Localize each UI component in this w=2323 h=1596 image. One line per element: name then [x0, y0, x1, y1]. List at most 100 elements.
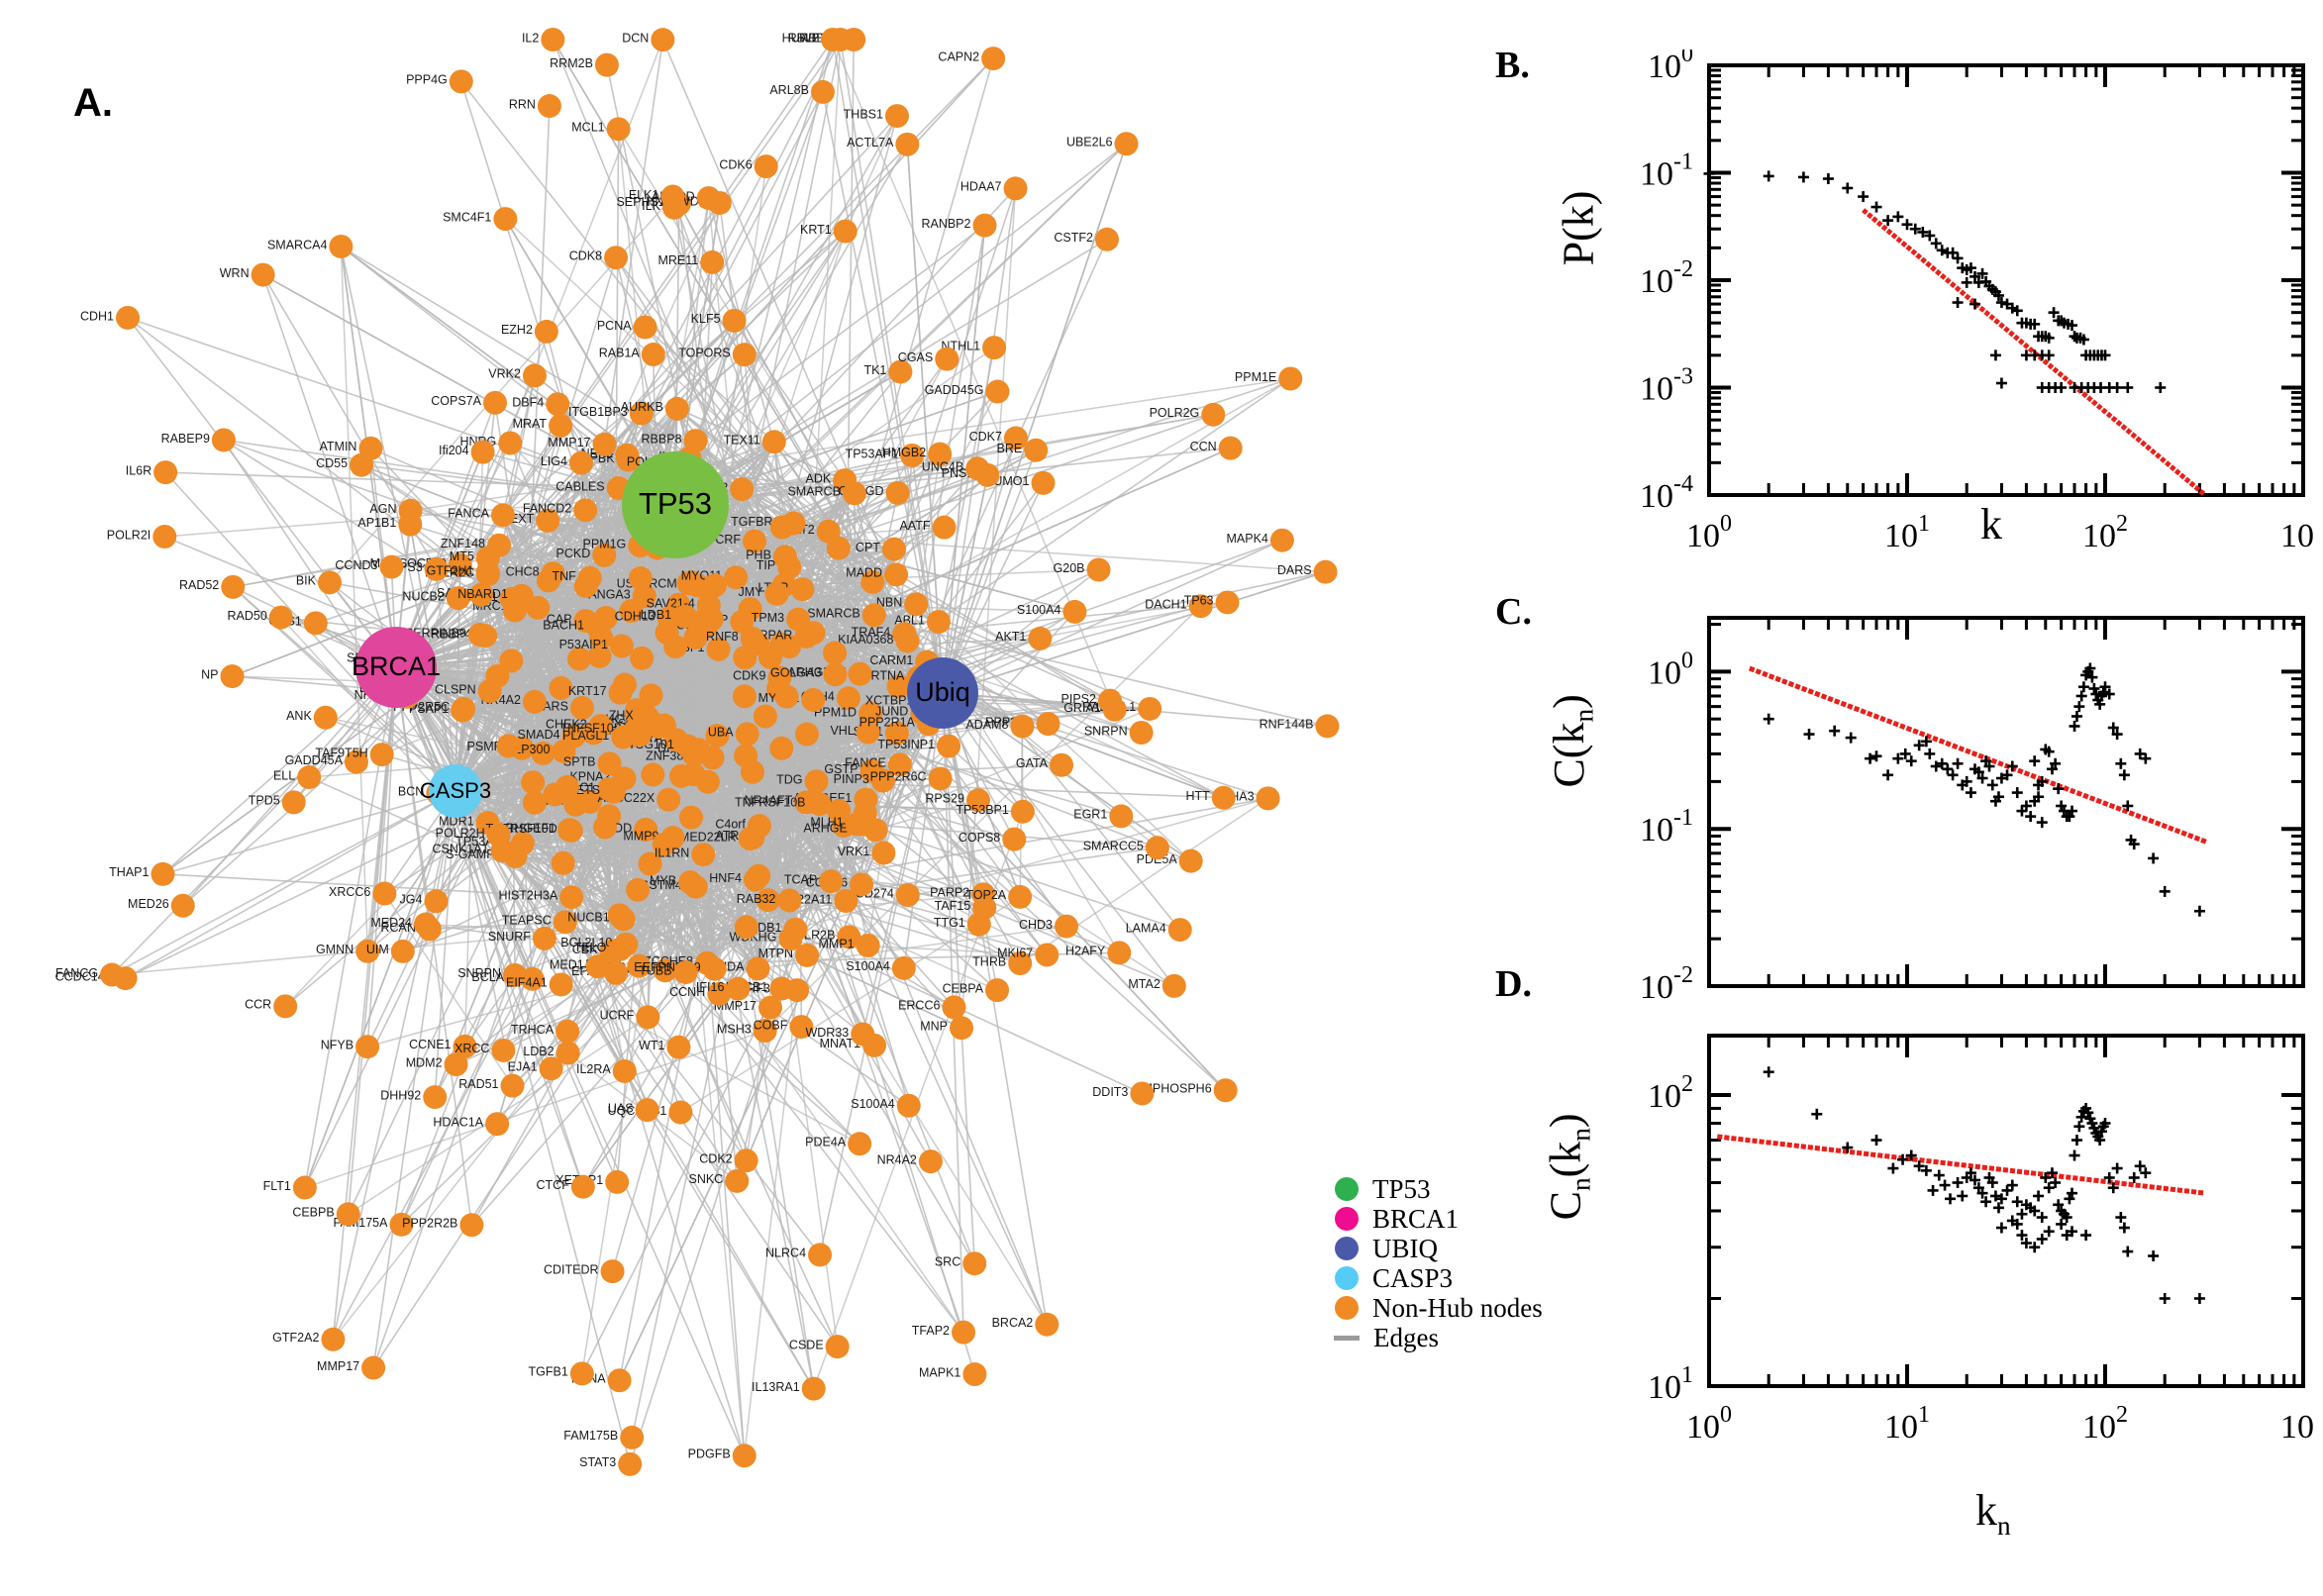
node-circle[interactable] [678, 870, 703, 895]
network-node[interactable]: RNF8 [706, 626, 764, 650]
network-node[interactable]: AKT1 [995, 626, 1053, 650]
node-circle[interactable] [626, 877, 651, 902]
node-circle[interactable] [469, 582, 494, 607]
node-circle[interactable] [833, 219, 858, 244]
network-node[interactable]: AGN [369, 498, 423, 523]
network-node[interactable] [563, 792, 588, 817]
node-circle[interactable] [1028, 626, 1053, 650]
node-circle[interactable] [424, 556, 449, 581]
node-circle[interactable] [546, 392, 570, 417]
node-circle[interactable] [653, 958, 677, 983]
node-circle[interactable] [585, 615, 610, 640]
node-circle[interactable] [486, 823, 511, 848]
node-circle[interactable] [1178, 848, 1203, 873]
node-circle[interactable] [1313, 559, 1338, 584]
node-circle[interactable] [1054, 914, 1078, 939]
network-node[interactable]: IL13RA1 [752, 1376, 826, 1401]
node-circle[interactable] [539, 1056, 563, 1081]
network-node[interactable] [678, 570, 703, 595]
network-node[interactable]: DCN [622, 28, 675, 52]
node-circle[interactable] [568, 450, 593, 475]
node-circle[interactable] [753, 704, 777, 729]
network-node[interactable]: TAF9T5H [315, 743, 394, 767]
node-circle[interactable] [652, 832, 676, 856]
network-node[interactable]: DARS [1277, 559, 1338, 584]
network-node[interactable]: PPM1D [814, 701, 883, 726]
network-node[interactable]: UNC4B [922, 456, 990, 481]
network-node[interactable] [549, 676, 573, 701]
network-node[interactable]: BRE [997, 438, 1049, 462]
node-circle[interactable] [981, 47, 1006, 71]
network-node[interactable]: PPP2R2B [402, 1213, 484, 1238]
network-node[interactable]: ADAM8 [965, 714, 1035, 739]
network-node[interactable]: SMAD4 [518, 724, 586, 748]
node-circle[interactable] [329, 234, 354, 258]
network-node[interactable]: ATR [715, 825, 765, 849]
node-circle[interactable] [700, 249, 725, 274]
network-node[interactable] [522, 790, 547, 815]
node-circle[interactable] [639, 683, 663, 708]
network-node[interactable]: RBBP8 [642, 429, 708, 453]
network-node[interactable] [626, 877, 651, 902]
network-node[interactable]: HDAC1A [433, 1112, 510, 1137]
network-node[interactable] [638, 851, 662, 876]
network-node[interactable]: FANCG [55, 962, 125, 987]
network-node[interactable]: ITGB1BP3 [568, 401, 654, 426]
network-node[interactable]: MRAT [513, 413, 573, 438]
node-circle[interactable] [551, 850, 575, 875]
node-circle[interactable] [273, 994, 298, 1019]
node-circle[interactable] [600, 1259, 625, 1284]
network-node[interactable] [619, 599, 644, 624]
node-circle[interactable] [1035, 943, 1060, 967]
network-node[interactable]: FANCE [845, 752, 912, 777]
node-circle[interactable] [743, 529, 767, 553]
network-node[interactable]: SNURF [488, 926, 556, 950]
node-circle[interactable] [556, 1019, 580, 1044]
node-circle[interactable] [398, 498, 423, 523]
network-node[interactable]: SMARCB [787, 481, 866, 506]
network-node[interactable]: CD55 [316, 452, 374, 477]
network-node[interactable]: TOPORS [678, 343, 757, 367]
node-circle[interactable] [630, 646, 655, 670]
network-node[interactable]: PDE5A [1137, 848, 1203, 873]
node-circle[interactable] [1215, 590, 1240, 615]
node-circle[interactable] [1002, 827, 1027, 851]
node-circle[interactable] [556, 1041, 580, 1065]
node-circle[interactable] [871, 841, 896, 865]
node-circle[interactable] [1031, 470, 1056, 495]
network-node[interactable] [794, 722, 819, 747]
node-circle[interactable] [801, 1376, 826, 1401]
node-circle[interactable] [152, 524, 177, 549]
node-circle[interactable] [608, 680, 633, 705]
node-circle[interactable] [522, 689, 547, 714]
network-node[interactable] [496, 734, 521, 758]
network-node[interactable]: MYB [650, 870, 703, 895]
node-circle[interactable] [769, 632, 794, 656]
network-node[interactable]: EIF4A1 [506, 972, 573, 997]
network-node[interactable]: ELK1 [629, 184, 685, 209]
node-circle[interactable] [221, 574, 246, 599]
node-circle[interactable] [1086, 557, 1111, 582]
node-circle[interactable] [559, 885, 584, 910]
network-node[interactable] [630, 646, 655, 670]
network-node[interactable]: MED1 [550, 954, 610, 979]
network-node[interactable]: EJA1 [508, 1056, 563, 1081]
network-node[interactable] [521, 770, 546, 795]
node-circle[interactable] [1278, 366, 1303, 391]
network-node[interactable]: JMY [738, 581, 789, 606]
network-node[interactable]: TP53BP1 [956, 799, 1035, 824]
node-circle[interactable] [389, 1212, 414, 1237]
network-node[interactable] [740, 759, 764, 784]
network-node[interactable] [499, 648, 524, 673]
node-circle[interactable] [448, 552, 472, 577]
node-circle[interactable] [633, 315, 657, 340]
network-node[interactable] [639, 683, 663, 708]
network-node[interactable] [774, 684, 799, 709]
network-node[interactable]: SMARCC5 [1083, 836, 1169, 860]
node-circle[interactable] [725, 1168, 750, 1193]
node-circle[interactable] [1024, 438, 1049, 462]
node-circle[interactable] [549, 413, 573, 438]
network-node[interactable]: PLAGL1 [562, 725, 636, 749]
node-circle[interactable] [705, 724, 730, 748]
network-node[interactable] [678, 805, 703, 830]
